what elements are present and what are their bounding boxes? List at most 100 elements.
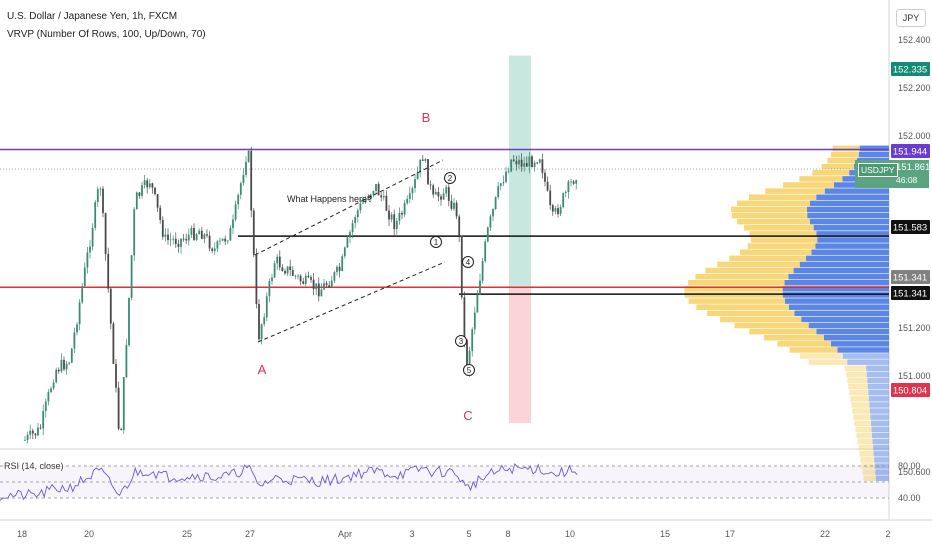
profile-bar-up — [867, 383, 889, 390]
candle-body — [141, 185, 143, 196]
stop-zone — [509, 287, 531, 424]
candle-body — [466, 340, 468, 372]
profile-bar-up — [871, 426, 889, 433]
candle-body — [247, 150, 250, 162]
candle-body — [354, 217, 357, 224]
profile-bar-down — [734, 322, 809, 329]
candle-body — [330, 280, 333, 288]
candle-body — [96, 189, 99, 203]
candle-body — [26, 434, 29, 440]
time-tick: Apr — [338, 529, 352, 539]
profile-bar-down — [688, 280, 785, 286]
candle-body — [455, 202, 458, 217]
candle-body — [393, 214, 396, 230]
candle-body — [120, 428, 123, 431]
candle-body — [86, 252, 89, 268]
candle-body — [518, 159, 520, 165]
profile-bar-down — [832, 145, 860, 152]
candle-body — [390, 214, 393, 220]
candle-body — [200, 230, 203, 239]
candle-body — [76, 324, 78, 333]
candle-body — [174, 238, 177, 245]
candle-body — [99, 188, 102, 190]
profile-bar-up — [807, 212, 889, 219]
price-badge-label: 151.341 — [893, 273, 927, 284]
profile-bar-down — [812, 170, 850, 176]
profile-bar-down — [860, 457, 875, 463]
candle-body — [481, 261, 484, 281]
candle-body — [325, 283, 328, 286]
candle-body — [297, 275, 299, 277]
candle-body — [172, 238, 175, 240]
candle-body — [359, 203, 362, 211]
profile-bar-down — [863, 475, 876, 481]
profile-bar-up — [868, 389, 889, 396]
time-tick: 3 — [409, 529, 414, 539]
candle-body — [403, 203, 406, 215]
profile-bar-down — [848, 383, 868, 390]
candle-body — [39, 427, 42, 429]
profile-bar-up — [875, 469, 889, 475]
candle-body — [554, 208, 557, 212]
profile-bar-up — [870, 414, 889, 420]
candle-body — [125, 345, 128, 378]
profile-bar-down — [821, 163, 854, 170]
wave-number: 3 — [459, 337, 464, 346]
profile-bar-up — [868, 396, 889, 402]
candle-body — [401, 213, 403, 215]
candle-body — [377, 183, 380, 196]
profile-bar-up — [830, 341, 889, 347]
price-badge-label: 151.944 — [893, 147, 927, 158]
profile-bar-up — [799, 261, 889, 268]
profile-bar-up — [873, 444, 889, 451]
candle-body — [570, 181, 572, 183]
wave-number-circle — [462, 256, 474, 268]
candle-body — [112, 323, 115, 364]
profile-bar-up — [815, 243, 889, 249]
candle-body — [117, 387, 120, 429]
profile-bar-down — [789, 347, 838, 353]
candle-body — [341, 256, 344, 271]
candle-body — [203, 234, 206, 239]
candle-body — [320, 289, 323, 297]
profile-bar-up — [809, 218, 889, 225]
candle-body — [258, 304, 260, 340]
profile-bar-up — [842, 353, 889, 359]
candle-body — [286, 266, 289, 274]
price-badge — [891, 220, 930, 234]
profile-bar-down — [846, 371, 867, 378]
currency-button[interactable]: JPY — [896, 9, 926, 27]
profile-bar-up — [811, 249, 889, 255]
rsi-tick: 80.00 — [898, 461, 921, 471]
candle-body — [372, 190, 375, 195]
candle-body — [278, 256, 281, 268]
candle-body — [284, 271, 286, 274]
candle-body — [510, 159, 513, 172]
channel-lower — [257, 261, 446, 343]
candle-body — [239, 183, 242, 195]
profile-bar-down — [857, 438, 873, 445]
candle-body — [489, 216, 492, 228]
candle-body — [102, 188, 104, 214]
candle-body — [549, 190, 552, 206]
candle-body — [154, 187, 156, 195]
candle-body — [206, 234, 208, 236]
candle-body — [122, 377, 125, 431]
profile-bar-down — [856, 432, 873, 439]
profile-bar-up — [837, 347, 889, 353]
candle-body — [24, 439, 26, 441]
profile-bar-down — [853, 414, 871, 420]
candle-body — [208, 235, 211, 249]
candle-body — [37, 427, 39, 436]
indicator-label: VRVP (Number Of Rows, 100, Up/Down, 70) — [7, 29, 206, 40]
profile-bar-up — [816, 231, 889, 237]
candle-body — [159, 207, 162, 220]
profile-bar-up — [859, 145, 889, 152]
candle-body — [216, 241, 219, 249]
candle-body — [463, 297, 466, 341]
candle-body — [395, 220, 398, 230]
profile-bar-down — [858, 444, 874, 451]
candle-body — [107, 253, 110, 289]
profile-bar-down — [736, 200, 810, 207]
